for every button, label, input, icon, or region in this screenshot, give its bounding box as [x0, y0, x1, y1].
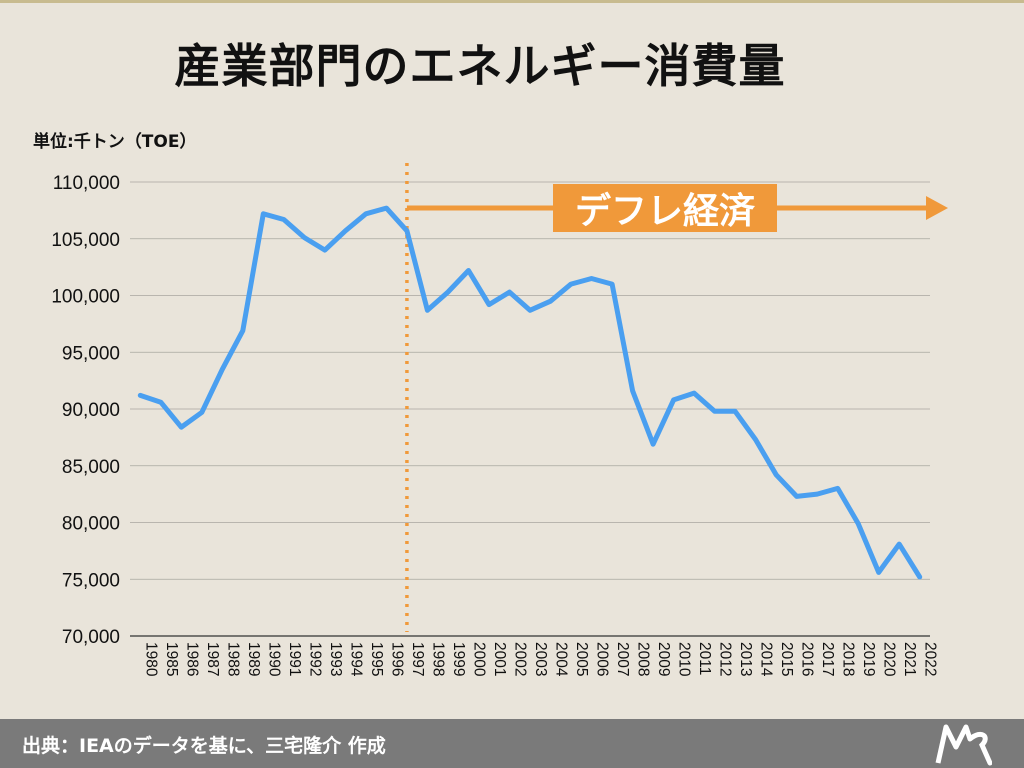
x-tick-label: 1990	[265, 642, 282, 677]
x-tick-label: 1991	[286, 642, 303, 676]
data-point	[630, 388, 635, 393]
data-point	[363, 211, 368, 216]
data-point	[240, 328, 245, 333]
data-point	[548, 299, 553, 304]
data-point	[425, 308, 430, 313]
data-point	[158, 400, 163, 405]
x-tick-label: 2002	[511, 642, 528, 676]
data-point	[466, 268, 471, 273]
source-credit: 出典：IEAのデータを基に、三宅隆介 作成	[22, 735, 386, 757]
x-tick-label: 1980	[142, 642, 159, 677]
data-point	[876, 570, 881, 575]
deflation-label: デフレ経済	[575, 190, 755, 232]
series-line	[137, 205, 923, 580]
x-tick-label: 1997	[409, 642, 426, 676]
data-point	[281, 217, 286, 222]
data-point	[384, 206, 389, 211]
data-point	[815, 492, 820, 497]
x-tick-label: 2018	[840, 642, 857, 676]
data-point	[528, 308, 533, 313]
y-tick-label: 100,000	[51, 287, 120, 308]
y-tick-label: 95,000	[62, 343, 120, 364]
x-tick-label: 1996	[388, 642, 405, 676]
y-tick-label: 75,000	[62, 570, 120, 591]
x-tick-label: 2021	[901, 642, 918, 676]
data-point	[138, 393, 143, 398]
x-tick-label: 2019	[860, 642, 877, 676]
x-tick-label: 1988	[224, 642, 241, 676]
deflation-arrow-head	[926, 196, 948, 220]
data-point	[610, 282, 615, 287]
x-tick-label: 2022	[922, 642, 939, 676]
mr-logo-icon	[935, 724, 992, 766]
data-point	[343, 228, 348, 233]
x-tick-label: 2000	[470, 642, 487, 677]
data-point	[712, 409, 717, 414]
deflation-label-box	[553, 184, 777, 232]
data-point	[445, 290, 450, 295]
data-point	[507, 290, 512, 295]
x-tick-label: 2001	[491, 642, 508, 676]
top-rule	[0, 0, 1024, 3]
data-point	[753, 437, 758, 442]
x-tick-label: 1992	[306, 642, 323, 676]
data-point	[261, 211, 266, 216]
x-tick-label: 1985	[163, 642, 180, 676]
x-tick-label: 2017	[819, 642, 836, 676]
data-point	[794, 494, 799, 499]
x-tick-label: 2012	[717, 642, 734, 676]
y-tick-label: 110,000	[53, 173, 120, 194]
data-point	[651, 442, 656, 447]
x-tick-label: 2010	[676, 642, 693, 677]
x-tick-label: 2014	[758, 642, 775, 677]
y-tick-label: 70,000	[62, 627, 120, 648]
x-tick-label: 2005	[573, 642, 590, 676]
data-point	[692, 391, 697, 396]
x-tick-label: 2015	[778, 642, 795, 676]
data-point	[589, 276, 594, 281]
x-tick-label: 2004	[553, 642, 570, 677]
data-point	[897, 542, 902, 547]
x-tick-label: 1987	[204, 642, 221, 676]
data-point	[220, 367, 225, 372]
x-tick-label: 1986	[183, 642, 200, 676]
data-point	[322, 248, 327, 253]
x-tick-label: 2007	[614, 642, 631, 676]
x-tick-label: 2013	[737, 642, 754, 676]
x-tick-label: 1994	[347, 642, 364, 677]
data-point	[733, 409, 738, 414]
y-tick-label: 80,000	[62, 514, 120, 535]
x-tick-label: 2009	[655, 642, 672, 676]
x-tick-label: 1999	[450, 642, 467, 676]
data-point	[917, 574, 922, 579]
data-point	[302, 235, 307, 240]
data-point	[671, 397, 676, 402]
y-tick-label: 90,000	[62, 400, 120, 421]
data-point	[404, 228, 409, 233]
data-point	[569, 282, 574, 287]
x-tick-label: 1995	[368, 642, 385, 676]
x-tick-label: 2006	[594, 642, 611, 676]
x-tick-label: 1993	[327, 642, 344, 676]
x-tick-label: 1998	[429, 642, 446, 676]
data-point	[199, 410, 204, 415]
unit-label: 単位:千トン（TOE）	[33, 132, 197, 152]
data-point	[774, 472, 779, 477]
x-tick-label: 2011	[696, 642, 713, 675]
y-tick-label: 85,000	[62, 457, 120, 478]
x-tick-label: 2003	[532, 642, 549, 676]
x-tick-label: 2020	[881, 642, 898, 677]
data-point	[486, 302, 491, 307]
y-tick-label: 105,000	[51, 230, 120, 251]
x-tick-label: 2008	[635, 642, 652, 676]
chart-title: 産業部門のエネルギー消費量	[174, 39, 786, 93]
x-tick-label: 1989	[245, 642, 262, 676]
data-point	[856, 521, 861, 526]
x-tick-label: 2016	[799, 642, 816, 676]
data-point	[835, 486, 840, 491]
data-point	[179, 425, 184, 430]
footer-bar: 出典：IEAのデータを基に、三宅隆介 作成	[0, 719, 1024, 768]
